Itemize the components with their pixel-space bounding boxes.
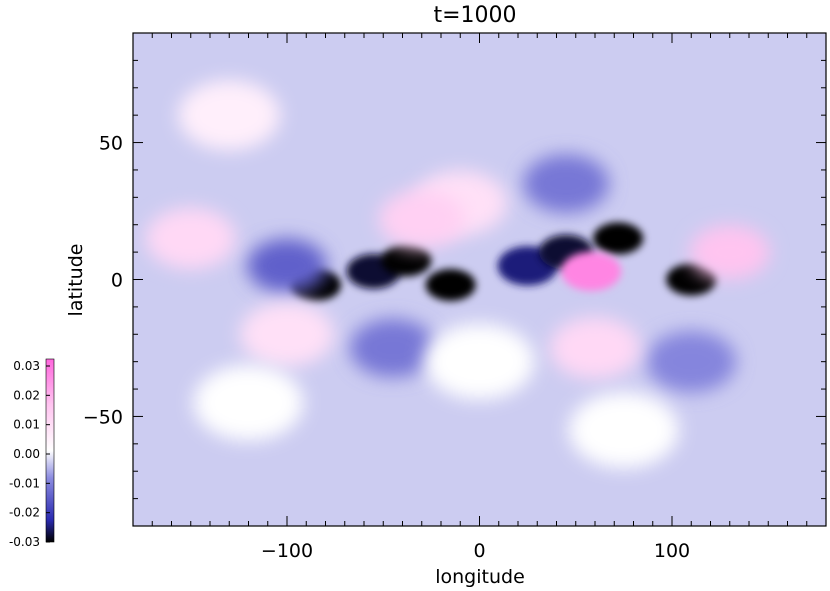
colorbar-ticks: -0.03 -0.02 -0.01 0.00 0.01 0.02 0.03 [9, 359, 50, 549]
x-tick-label: 100 [654, 540, 690, 562]
x-tick-label: −100 [261, 540, 313, 562]
heatmap-feature-18 [378, 190, 465, 249]
colorbar-tick-label: 0.03 [13, 359, 40, 373]
y-tick-label: 0 [111, 270, 123, 292]
colorbar-tick-label: 0.01 [13, 418, 40, 432]
heatmap-feature-11 [247, 238, 327, 293]
heatmap-feature-15 [689, 225, 770, 280]
heatmap-feature-19 [550, 317, 640, 379]
colorbar: -0.03 -0.02 -0.01 0.00 0.01 0.02 0.03 [9, 358, 55, 549]
heatmap-features [145, 80, 770, 469]
y-axis: −50 0 50 [83, 32, 826, 527]
heatmap-feature-6 [593, 222, 644, 255]
heatmap-feature-21 [424, 323, 535, 400]
plot-area [133, 33, 826, 526]
heatmap-feature-10 [349, 318, 436, 378]
x-axis-label: longitude [435, 566, 525, 588]
colorbar-tick-label: -0.03 [9, 535, 40, 549]
y-tick-label: 50 [99, 133, 123, 155]
heatmap-feature-22 [568, 392, 679, 469]
colorbar-tick-label: -0.02 [9, 506, 40, 520]
colorbar-tick-label: 0.00 [13, 447, 40, 461]
heatmap-feature-17 [240, 302, 334, 367]
heatmap-feature-14 [561, 251, 622, 291]
heatmap-feature-9 [646, 331, 737, 393]
heatmap-feature-20 [193, 364, 304, 441]
colorbar-gradient [45, 358, 55, 543]
y-tick-label: −50 [83, 406, 123, 428]
colorbar-tick-label: -0.01 [9, 476, 40, 490]
y-axis-label: latitude [65, 244, 87, 317]
x-axis: −100 0 100 [132, 33, 827, 562]
chart-title: t=1000 [433, 3, 516, 28]
x-tick-label: 0 [473, 540, 485, 562]
heatmap-feature-2 [381, 244, 432, 277]
heatmap-feature-12 [178, 80, 281, 151]
colorbar-tick-label: 0.02 [13, 388, 40, 402]
heatmap-feature-16 [145, 207, 236, 270]
heatmap-feature-3 [425, 268, 476, 301]
heatmap-feature-8 [523, 154, 610, 213]
